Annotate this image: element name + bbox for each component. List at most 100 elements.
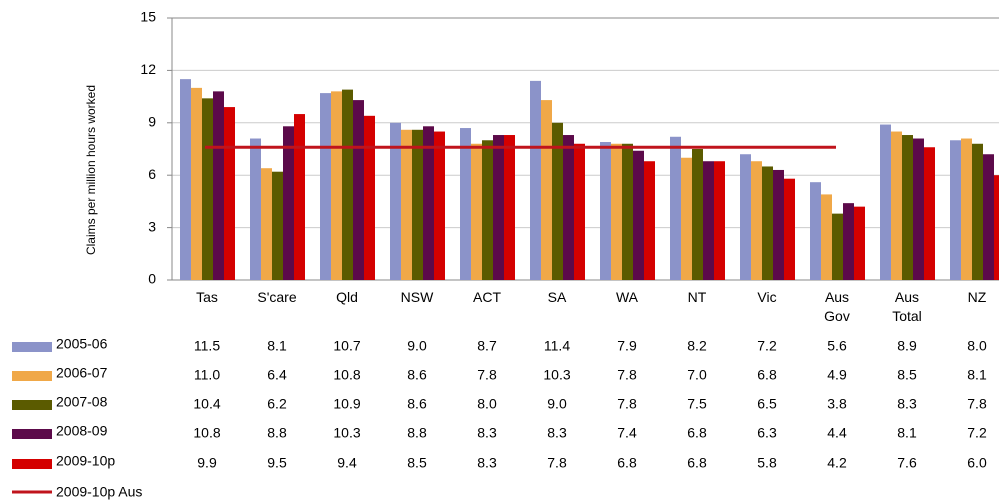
table-value: 7.6 bbox=[897, 455, 917, 471]
bar bbox=[401, 129, 412, 280]
legend-label: 2009-10p Aus bbox=[56, 484, 142, 500]
bar bbox=[622, 143, 633, 280]
bar bbox=[423, 126, 434, 280]
table-value: 7.2 bbox=[757, 338, 777, 354]
bar bbox=[644, 161, 655, 280]
x-tick-label: Aus Gov bbox=[824, 289, 850, 324]
legend-swatch bbox=[12, 459, 52, 469]
x-tick-label: Tas bbox=[196, 289, 218, 305]
table-value: 10.4 bbox=[193, 396, 220, 412]
bar bbox=[331, 91, 342, 280]
table-value: 9.4 bbox=[337, 455, 357, 471]
bar bbox=[283, 126, 294, 280]
table-value: 8.0 bbox=[477, 396, 497, 412]
table-value: 7.8 bbox=[547, 455, 567, 471]
table-value: 10.3 bbox=[333, 425, 360, 441]
x-tick-label: Qld bbox=[336, 289, 358, 305]
bar bbox=[902, 135, 913, 280]
y-tick-label: 6 bbox=[148, 166, 156, 182]
x-tick-label: Vic bbox=[757, 289, 777, 305]
bar bbox=[751, 161, 762, 280]
table-value: 7.8 bbox=[617, 367, 637, 383]
x-tick-label: WA bbox=[615, 289, 639, 305]
table-value: 11.4 bbox=[544, 338, 570, 354]
table-value: 5.8 bbox=[757, 455, 777, 471]
bar bbox=[961, 138, 972, 280]
x-tick-label: NSW bbox=[400, 289, 434, 305]
bar bbox=[972, 143, 983, 280]
bar bbox=[692, 149, 703, 280]
bar bbox=[541, 100, 552, 281]
table-value: 8.1 bbox=[267, 338, 287, 354]
bar bbox=[530, 80, 541, 280]
y-axis-label: Claims per million hours worked bbox=[84, 85, 98, 255]
table-value: 9.0 bbox=[407, 338, 427, 354]
bar bbox=[913, 138, 924, 280]
bar bbox=[891, 131, 902, 280]
bar bbox=[213, 91, 224, 280]
bar bbox=[390, 122, 401, 280]
bar bbox=[364, 115, 375, 281]
bar bbox=[810, 182, 821, 280]
x-tick-label: NT bbox=[687, 289, 707, 305]
bar bbox=[493, 135, 504, 280]
table-value: 11.5 bbox=[194, 338, 220, 354]
table-value: 6.2 bbox=[267, 396, 287, 412]
x-tick-label: Aus Total bbox=[892, 289, 922, 324]
table-value: 8.8 bbox=[407, 425, 427, 441]
table-value: 8.1 bbox=[967, 367, 987, 383]
y-tick-label: 3 bbox=[148, 218, 156, 234]
y-tick-label: 0 bbox=[148, 271, 156, 287]
bar bbox=[250, 138, 261, 280]
legend-label: 2009-10p bbox=[56, 453, 115, 469]
table-value: 8.2 bbox=[687, 338, 707, 354]
table-value: 6.0 bbox=[967, 455, 987, 471]
legend-label: 2008-09 bbox=[56, 423, 108, 439]
table-value: 8.9 bbox=[897, 338, 917, 354]
table-value: 8.6 bbox=[407, 396, 427, 412]
bar bbox=[563, 135, 574, 280]
table-value: 8.3 bbox=[477, 425, 497, 441]
legend-swatch bbox=[12, 429, 52, 439]
bar bbox=[924, 147, 935, 280]
bar bbox=[412, 129, 423, 280]
bar bbox=[821, 194, 832, 280]
table-value: 8.8 bbox=[267, 425, 287, 441]
bar bbox=[670, 136, 681, 280]
table-value: 7.5 bbox=[687, 396, 707, 412]
table-value: 6.8 bbox=[617, 455, 637, 471]
y-tick-label: 15 bbox=[140, 9, 156, 25]
bar bbox=[320, 93, 331, 281]
table-value: 6.8 bbox=[757, 367, 777, 383]
bar bbox=[224, 107, 235, 280]
x-tick-label: NZ bbox=[967, 289, 987, 305]
table-value: 10.3 bbox=[543, 367, 570, 383]
x-tick-label: S'care bbox=[257, 289, 297, 305]
bar bbox=[880, 124, 891, 281]
bar bbox=[353, 100, 364, 281]
table-value: 8.1 bbox=[897, 425, 917, 441]
x-tick-label: SA bbox=[547, 289, 567, 305]
bar bbox=[681, 157, 692, 280]
table-value: 6.3 bbox=[757, 425, 777, 441]
table-value: 8.3 bbox=[477, 455, 497, 471]
bar bbox=[714, 161, 725, 280]
table-value: 7.0 bbox=[687, 367, 707, 383]
bar bbox=[191, 87, 202, 280]
x-tick-label: ACT bbox=[473, 289, 501, 305]
legend-label: 2005-06 bbox=[56, 336, 108, 352]
table-value: 7.9 bbox=[617, 338, 637, 354]
table-value: 10.8 bbox=[193, 425, 220, 441]
table-value: 9.0 bbox=[547, 396, 567, 412]
table-value: 8.3 bbox=[897, 396, 917, 412]
y-tick-label: 12 bbox=[140, 61, 156, 77]
table-value: 10.7 bbox=[333, 338, 360, 354]
bar bbox=[482, 140, 493, 280]
bar bbox=[854, 206, 865, 280]
table-value: 6.5 bbox=[757, 396, 777, 412]
bar bbox=[574, 143, 585, 280]
bar bbox=[950, 140, 961, 280]
bar bbox=[762, 166, 773, 280]
